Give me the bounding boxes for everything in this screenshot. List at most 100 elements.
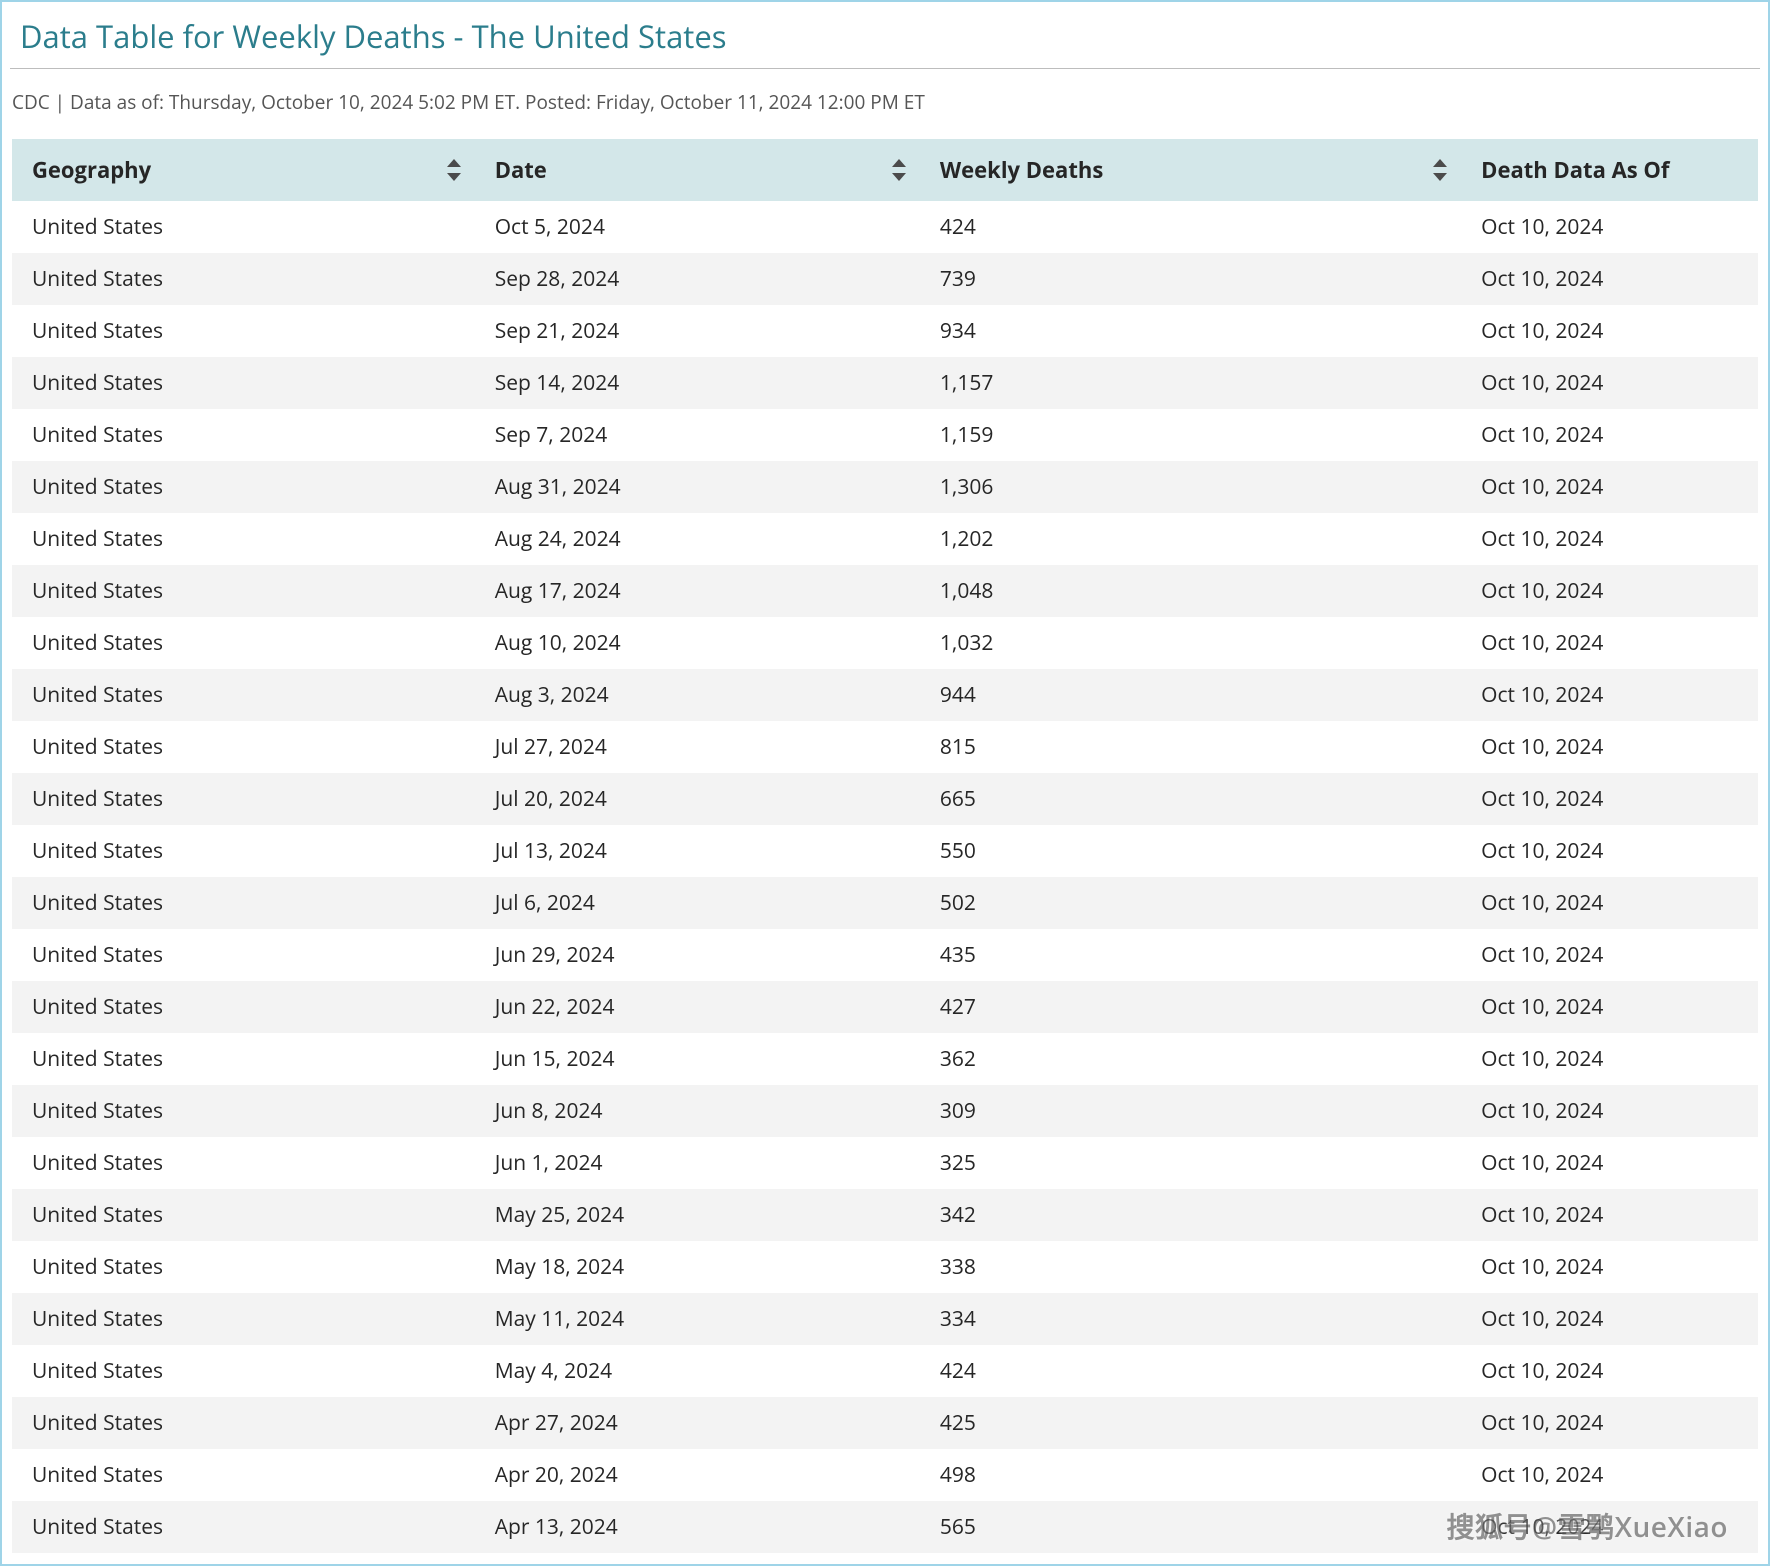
column-header-geography[interactable]: Geography [12,139,475,201]
table-row: United StatesSep 14, 20241,157Oct 10, 20… [12,357,1758,409]
cell-deaths: 427 [920,981,1461,1033]
table-row: United StatesSep 7, 20241,159Oct 10, 202… [12,409,1758,461]
table-row: United StatesJun 1, 2024325Oct 10, 2024 [12,1137,1758,1189]
cell-geo: United States [12,669,475,721]
cell-geo: United States [12,1501,475,1553]
cell-geo: United States [12,981,475,1033]
cell-deaths: 325 [920,1137,1461,1189]
cell-geo: United States [12,929,475,981]
cell-date: May 25, 2024 [475,1189,920,1241]
column-label: Weekly Deaths [940,155,1103,185]
weekly-deaths-table: Geography Date Weekly Deaths Death Data … [12,139,1758,1553]
cell-asof: Oct 10, 2024 [1461,617,1758,669]
table-row: United StatesJun 15, 2024362Oct 10, 2024 [12,1033,1758,1085]
cell-deaths: 1,306 [920,461,1461,513]
cell-date: Aug 3, 2024 [475,669,920,721]
cell-asof: Oct 10, 2024 [1461,1293,1758,1345]
cell-asof: Oct 10, 2024 [1461,669,1758,721]
cell-asof: Oct 10, 2024 [1461,981,1758,1033]
cell-date: Jun 22, 2024 [475,981,920,1033]
cell-asof: Oct 10, 2024 [1461,1189,1758,1241]
cell-asof: Oct 10, 2024 [1461,513,1758,565]
cell-date: Jun 15, 2024 [475,1033,920,1085]
cell-date: Sep 28, 2024 [475,253,920,305]
table-row: United StatesJul 13, 2024550Oct 10, 2024 [12,825,1758,877]
table-row: United StatesJun 29, 2024435Oct 10, 2024 [12,929,1758,981]
cell-geo: United States [12,1449,475,1501]
cell-date: Aug 10, 2024 [475,617,920,669]
cell-date: Jul 20, 2024 [475,773,920,825]
cell-deaths: 565 [920,1501,1461,1553]
table-row: United StatesJun 8, 2024309Oct 10, 2024 [12,1085,1758,1137]
column-label: Death Data As Of [1481,155,1669,185]
column-label: Date [495,155,547,185]
cell-geo: United States [12,565,475,617]
cell-date: Aug 17, 2024 [475,565,920,617]
cell-date: Apr 27, 2024 [475,1397,920,1449]
cell-geo: United States [12,825,475,877]
cell-asof: Oct 10, 2024 [1461,773,1758,825]
cell-date: Jul 27, 2024 [475,721,920,773]
cell-asof: Oct 10, 2024 [1461,305,1758,357]
cell-deaths: 362 [920,1033,1461,1085]
cell-asof: Oct 10, 2024 [1461,565,1758,617]
table-row: United StatesAug 3, 2024944Oct 10, 2024 [12,669,1758,721]
table-row: United StatesJun 22, 2024427Oct 10, 2024 [12,981,1758,1033]
cell-geo: United States [12,773,475,825]
cell-geo: United States [12,1293,475,1345]
cell-date: May 4, 2024 [475,1345,920,1397]
cell-geo: United States [12,721,475,773]
cell-deaths: 739 [920,253,1461,305]
cell-geo: United States [12,1189,475,1241]
cell-geo: United States [12,1397,475,1449]
cell-asof: Oct 10, 2024 [1461,357,1758,409]
table-row: United StatesMay 11, 2024334Oct 10, 2024 [12,1293,1758,1345]
table-row: United StatesJul 27, 2024815Oct 10, 2024 [12,721,1758,773]
cell-geo: United States [12,305,475,357]
cell-asof: Oct 10, 2024 [1461,1397,1758,1449]
cell-deaths: 550 [920,825,1461,877]
cell-asof: Oct 10, 2024 [1461,1033,1758,1085]
cell-geo: United States [12,1137,475,1189]
cell-deaths: 309 [920,1085,1461,1137]
table-row: United StatesApr 13, 2024565Oct 10, 2024 [12,1501,1758,1553]
cell-date: Jun 29, 2024 [475,929,920,981]
table-row: United StatesJul 6, 2024502Oct 10, 2024 [12,877,1758,929]
table-row: United StatesAug 17, 20241,048Oct 10, 20… [12,565,1758,617]
cell-geo: United States [12,357,475,409]
cell-deaths: 424 [920,1345,1461,1397]
cell-asof: Oct 10, 2024 [1461,201,1758,253]
cell-asof: Oct 10, 2024 [1461,1085,1758,1137]
cell-date: May 11, 2024 [475,1293,920,1345]
table-row: United StatesApr 20, 2024498Oct 10, 2024 [12,1449,1758,1501]
cell-deaths: 435 [920,929,1461,981]
cell-asof: Oct 10, 2024 [1461,825,1758,877]
cell-asof: Oct 10, 2024 [1461,929,1758,981]
cell-geo: United States [12,617,475,669]
cell-date: Sep 14, 2024 [475,357,920,409]
table-row: United StatesMay 18, 2024338Oct 10, 2024 [12,1241,1758,1293]
table-row: United StatesAug 31, 20241,306Oct 10, 20… [12,461,1758,513]
cell-date: Sep 21, 2024 [475,305,920,357]
cell-geo: United States [12,1085,475,1137]
column-header-weekly-deaths[interactable]: Weekly Deaths [920,139,1461,201]
cell-deaths: 1,159 [920,409,1461,461]
cell-deaths: 934 [920,305,1461,357]
table-row: United StatesMay 4, 2024424Oct 10, 2024 [12,1345,1758,1397]
table-row: United StatesSep 21, 2024934Oct 10, 2024 [12,305,1758,357]
cell-deaths: 815 [920,721,1461,773]
column-header-death-data-as-of: Death Data As Of [1461,139,1758,201]
sort-icon [1433,159,1447,181]
cell-asof: Oct 10, 2024 [1461,461,1758,513]
table-row: United StatesMay 25, 2024342Oct 10, 2024 [12,1189,1758,1241]
sort-icon [892,159,906,181]
cell-geo: United States [12,201,475,253]
column-header-date[interactable]: Date [475,139,920,201]
cell-geo: United States [12,409,475,461]
cell-deaths: 334 [920,1293,1461,1345]
cell-deaths: 944 [920,669,1461,721]
cell-asof: Oct 10, 2024 [1461,409,1758,461]
cell-geo: United States [12,513,475,565]
cell-asof: Oct 10, 2024 [1461,721,1758,773]
cell-date: Aug 31, 2024 [475,461,920,513]
